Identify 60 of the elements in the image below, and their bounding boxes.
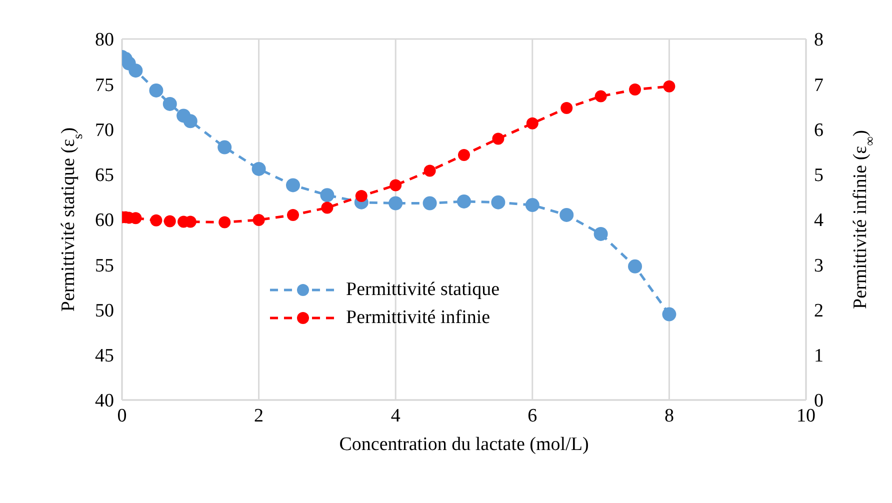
point: [287, 208, 299, 221]
point: [594, 226, 608, 241]
y-tick-label: 70: [95, 120, 114, 141]
point: [662, 307, 676, 322]
point: [526, 117, 538, 130]
y-tick-label: 55: [95, 255, 114, 276]
point: [560, 102, 573, 114]
y-tick-label: 80: [95, 30, 114, 51]
point: [355, 190, 368, 202]
point: [422, 196, 437, 210]
y2-tick-label: 6: [814, 120, 824, 141]
y-tick-label: 60: [95, 210, 114, 232]
point: [663, 80, 676, 92]
point: [458, 148, 470, 161]
point: [218, 140, 232, 154]
point: [218, 216, 231, 228]
point: [525, 198, 540, 212]
y2-tick-label: 1: [814, 346, 824, 367]
point: [560, 208, 574, 222]
x-tick-label: 6: [528, 405, 538, 426]
y2-tick-label: 7: [814, 74, 824, 96]
legend-label: Permittivité statique: [346, 279, 500, 301]
point: [628, 259, 642, 274]
legend-label: Permittivité infinie: [346, 307, 490, 329]
y2-tick-label: 2: [814, 300, 824, 322]
point: [457, 194, 471, 208]
y2-tick-label: 4: [814, 210, 824, 232]
point: [252, 214, 265, 226]
x-tick-label: 2: [254, 405, 264, 426]
y-tick-label: 40: [95, 390, 114, 412]
point: [150, 214, 162, 226]
point: [286, 178, 300, 192]
x-axis-title: Concentration du lactate (mol/L): [339, 434, 589, 455]
point: [252, 162, 266, 176]
point: [128, 64, 143, 78]
y2-tick-label: 8: [814, 30, 824, 51]
point: [594, 90, 607, 102]
point: [492, 132, 504, 145]
y-tick-label: 75: [95, 74, 114, 96]
x-tick-label: 4: [390, 405, 401, 426]
point: [183, 114, 198, 128]
point: [491, 195, 506, 210]
x-tick-label: 10: [796, 405, 816, 426]
point: [321, 202, 334, 214]
point: [164, 215, 176, 228]
y2-tick-label: 3: [814, 255, 824, 276]
point: [162, 96, 177, 111]
y-tick-label: 50: [95, 300, 114, 322]
x-tick-label: 8: [664, 405, 674, 426]
point: [388, 196, 403, 210]
y2-tick-label: 5: [814, 165, 824, 186]
point: [424, 164, 436, 177]
point: [629, 84, 641, 96]
y-tick-label: 65: [95, 165, 114, 186]
y2-tick-label: 0: [814, 390, 824, 412]
point: [390, 179, 402, 192]
point: [149, 83, 164, 98]
point: [320, 188, 334, 202]
x-tick-label: 0: [117, 405, 127, 426]
y-tick-label: 45: [95, 346, 114, 367]
